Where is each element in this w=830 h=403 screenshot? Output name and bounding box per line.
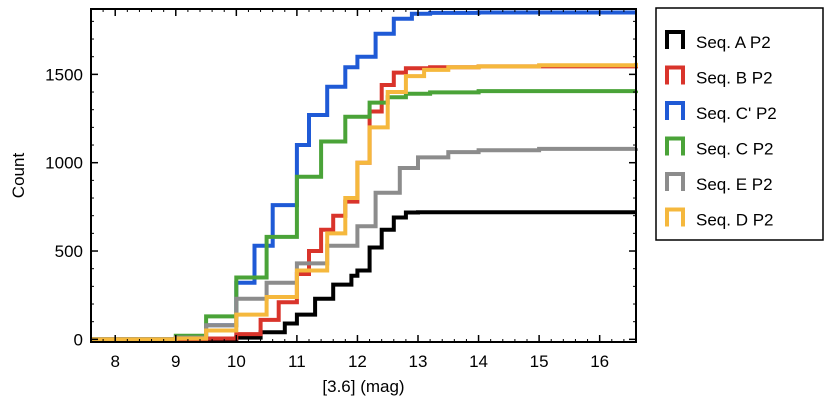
legend-label-0: Seq. A P2 (696, 33, 771, 52)
legend-swatch-4 (665, 172, 685, 191)
series-line-4 (91, 146, 638, 342)
x-tick-label: 16 (590, 352, 609, 371)
x-tick-label: 12 (348, 352, 367, 371)
y-tick-label: 1000 (45, 154, 83, 173)
series-line-1 (91, 64, 638, 342)
legend-swatch-3 (665, 136, 685, 156)
legend-swatch-5 (665, 207, 685, 227)
series-line-3 (91, 89, 638, 342)
y-tick-label: 1500 (45, 65, 83, 84)
plot-area (91, 10, 638, 342)
legend-label-3: Seq. C P2 (696, 140, 774, 159)
legend-swatch-2 (665, 101, 685, 120)
y-axis-label: Count (9, 153, 28, 199)
x-tick-label: 11 (288, 352, 306, 371)
legend-swatch-0 (665, 30, 685, 49)
y-tick-label: 0 (74, 330, 83, 349)
series-line-5 (91, 62, 638, 342)
y-tick-label: 500 (55, 242, 83, 261)
legend-label-5: Seq. D P2 (696, 211, 774, 230)
legend-swatch-1 (665, 65, 685, 85)
x-axis-label: [3.6] (mag) (322, 377, 404, 396)
x-tick-label: 14 (469, 352, 488, 371)
legend-label-4: Seq. E P2 (696, 175, 773, 194)
series-line-0 (91, 210, 636, 342)
x-tick-label: 10 (227, 352, 246, 371)
legend-frame (655, 7, 824, 241)
legend-label-2: Seq. C' P2 (696, 104, 777, 123)
legend: Seq. A P2 Seq. B P2 Seq. C' P2 Seq. C P2 Seq… (655, 7, 824, 241)
x-tick-label: 9 (171, 352, 180, 371)
legend-label-1: Seq. B P2 (696, 69, 773, 88)
x-tick-label: 15 (530, 352, 549, 371)
axis-ticks: 8 9 10 11 12 13 14 15 16 0 500 1000 1500 (45, 9, 637, 371)
x-tick-label: 13 (409, 352, 428, 371)
series-line-2 (91, 10, 636, 342)
plot-frame (90, 8, 637, 343)
x-tick-label: 8 (110, 352, 119, 371)
